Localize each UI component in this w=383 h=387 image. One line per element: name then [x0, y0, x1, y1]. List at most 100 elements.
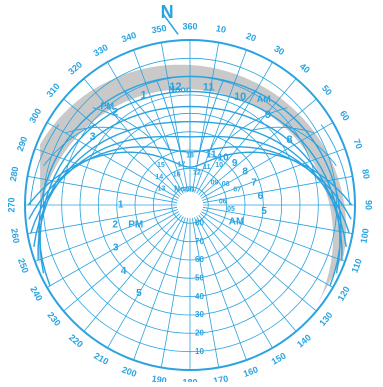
azimuth-label: 260	[9, 228, 21, 245]
am-label: AM	[229, 217, 245, 228]
azimuth-label: 20	[245, 31, 258, 44]
azimuth-label: 30	[272, 43, 286, 57]
hour-label-upper: 1	[141, 90, 147, 102]
azimuth-line	[133, 217, 186, 361]
azimuth-line	[83, 214, 182, 332]
hour-line	[282, 123, 337, 167]
hour-line	[65, 126, 131, 134]
azimuth-line	[63, 98, 181, 197]
azimuth-label: 170	[213, 373, 230, 382]
hour-label-small: 15	[157, 162, 165, 169]
azimuth-line	[199, 213, 317, 312]
azimuth-label: 310	[44, 81, 61, 99]
azimuth-label: 60	[338, 109, 352, 123]
azimuth-line	[46, 122, 179, 199]
hour-label-small: 09	[211, 180, 219, 187]
azimuth-line	[201, 122, 334, 199]
hour-label-small: 10	[215, 162, 223, 169]
azimuth-line	[34, 209, 178, 262]
hour-line	[29, 124, 60, 206]
azimuth-line	[107, 216, 184, 349]
azimuth-line	[196, 216, 273, 349]
azimuth-label: 280	[8, 166, 20, 183]
hour-line	[249, 126, 315, 134]
azimuth-line	[27, 206, 178, 235]
azimuth-label: 220	[67, 332, 85, 349]
azimuth-line	[194, 49, 247, 193]
azimuth-label: 230	[45, 310, 62, 328]
hour-label-upper: 3	[90, 131, 96, 143]
azimuth-label: 10	[215, 23, 227, 35]
hour-label-am: 6	[258, 191, 264, 202]
hour-label-pm: 3	[113, 243, 119, 254]
azimuth-label: 150	[270, 351, 288, 367]
hour-label-small: 18	[186, 152, 194, 159]
hour-label-pm: 5	[136, 288, 142, 299]
hour-label-small: 13	[158, 185, 166, 192]
hour-line	[224, 107, 288, 143]
azimuth-line	[46, 211, 179, 288]
altitude-label: 50	[195, 273, 204, 282]
hour-label-pm: 1	[118, 200, 124, 211]
azimuth-label: 50	[320, 83, 334, 97]
azimuth-label: 350	[151, 23, 168, 35]
hour-label-am: 8	[242, 167, 248, 178]
azimuth-line	[191, 42, 220, 193]
hour-label-am: 5	[261, 206, 267, 217]
azimuth-label: 270	[6, 197, 16, 212]
hour-label-small: 14	[155, 174, 163, 181]
azimuth-line	[202, 206, 353, 235]
altitude-label: 10	[195, 347, 204, 356]
hour-label-upper: 9	[265, 109, 271, 121]
azimuth-label: 100	[358, 228, 370, 245]
azimuth-label: 130	[317, 310, 334, 328]
azimuth-line	[191, 217, 220, 368]
hour-label-pm: 4	[121, 266, 127, 277]
azimuth-line	[201, 211, 334, 288]
azimuth-label: 290	[15, 135, 30, 153]
azimuth-label: 360	[182, 21, 197, 31]
azimuth-label: 210	[92, 351, 110, 367]
noon-upper-label: Noon	[168, 84, 191, 94]
noon-label: Noon	[174, 185, 195, 194]
hour-label-am: 11	[206, 150, 217, 161]
hour-label-upper: 11	[203, 82, 215, 94]
azimuth-label: 180	[182, 377, 197, 382]
hour-label-small: 12	[193, 170, 201, 177]
azimuth-line	[133, 49, 186, 193]
hour-label-upper: 12	[169, 81, 181, 93]
azimuth-line	[198, 78, 297, 196]
pm-upper-label: PM	[101, 101, 115, 111]
altitude-label: 80	[195, 218, 204, 227]
azimuth-label: 110	[350, 257, 364, 274]
am-upper-label: AM	[257, 94, 271, 104]
azimuth-label: 320	[66, 59, 84, 76]
hour-line	[123, 89, 173, 156]
azimuth-line	[198, 214, 297, 332]
hour-label-small: 06	[219, 198, 227, 205]
hour-label-upper: 2	[112, 107, 118, 119]
azimuth-line	[202, 209, 346, 262]
azimuth-line	[107, 61, 184, 194]
labels: 360 1020304050607080901001101201301401501…	[6, 2, 373, 387]
azimuth-line	[160, 217, 189, 368]
azimuth-line	[194, 217, 247, 361]
hour-label-small: 17	[178, 162, 186, 169]
altitude-label: 20	[195, 328, 204, 337]
altitude-label: 30	[195, 310, 204, 319]
azimuth-label: 120	[336, 285, 352, 303]
azimuth-line	[196, 61, 273, 194]
hour-line	[196, 79, 225, 164]
north-arrow-line	[162, 13, 179, 35]
hour-label-upper: 8	[287, 134, 293, 146]
hour-label-upper: 10	[234, 91, 246, 103]
hour-label-small: 05	[227, 206, 235, 213]
altitude-label: 60	[195, 255, 204, 264]
azimuth-line	[202, 148, 346, 201]
hour-label-small: 08	[222, 181, 230, 188]
azimuth-line	[63, 213, 181, 312]
azimuth-label: 40	[298, 61, 312, 75]
hour-line	[207, 89, 257, 156]
hour-label-am: 9	[232, 158, 238, 169]
